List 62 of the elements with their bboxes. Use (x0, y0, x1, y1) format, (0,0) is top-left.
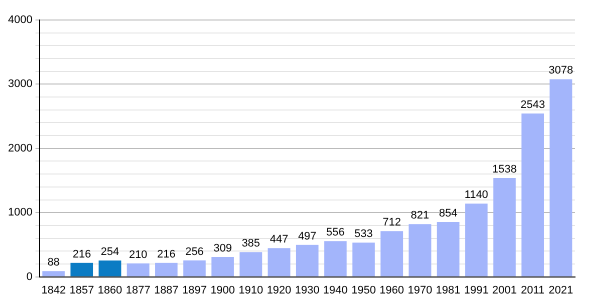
bar (98, 260, 122, 276)
bar (268, 248, 290, 276)
data-label: 497 (298, 230, 316, 242)
data-label: 447 (270, 234, 288, 246)
y-tick-label: 2000 (8, 142, 32, 154)
x-tick-label: 2021 (548, 284, 574, 296)
bar (521, 114, 544, 276)
bar (126, 263, 150, 276)
y-tick-label: 0 (26, 270, 32, 283)
data-label: 254 (100, 246, 120, 258)
data-label: 216 (72, 248, 91, 260)
y-tick-label: 4000 (8, 14, 32, 26)
data-label: 3078 (548, 64, 574, 77)
bar (296, 244, 319, 276)
data-label: 88 (47, 256, 60, 269)
data-label: 1140 (464, 189, 488, 202)
x-tick-label: 1897 (182, 284, 207, 296)
data-label: 556 (326, 226, 345, 239)
x-tick-label: 2011 (520, 284, 545, 296)
bar (380, 231, 404, 276)
bar (211, 256, 234, 276)
data-label: 854 (438, 208, 458, 220)
data-label: 2543 (520, 99, 545, 112)
data-label: 216 (157, 248, 176, 260)
data-label: 821 (410, 210, 430, 222)
bar (70, 262, 94, 276)
data-label: 309 (214, 242, 232, 254)
x-tick-label: 1930 (294, 284, 320, 296)
x-tick-label: 1991 (464, 284, 489, 296)
x-tick-label: 2001 (492, 284, 517, 296)
bar (550, 79, 572, 276)
x-tick-label: 1981 (436, 284, 460, 296)
x-tick-label: 1960 (380, 284, 404, 296)
data-label: 385 (242, 238, 260, 250)
x-tick-label: 1950 (351, 284, 376, 296)
x-tick-label: 1877 (126, 284, 150, 296)
x-tick-label: 1940 (323, 284, 348, 296)
bar (324, 241, 347, 276)
bar (408, 224, 432, 276)
data-label: 533 (354, 228, 373, 240)
y-tick-label: 1000 (8, 206, 32, 219)
x-tick-label: 1857 (70, 284, 94, 296)
bar (155, 262, 178, 276)
y-tick-label: 3000 (8, 78, 32, 90)
bar (42, 271, 65, 276)
bar (436, 222, 460, 276)
data-label: 256 (185, 246, 204, 258)
data-label: 712 (382, 216, 401, 229)
x-tick-label: 1842 (41, 284, 66, 296)
x-tick-label: 1970 (408, 284, 432, 296)
data-label: 210 (128, 248, 148, 261)
x-tick-label: 1900 (210, 284, 235, 296)
x-tick-label: 1910 (238, 284, 264, 296)
bar (465, 204, 488, 276)
x-tick-label: 1887 (154, 284, 179, 296)
bar (493, 178, 516, 276)
bar (183, 260, 206, 276)
data-label: 1538 (492, 164, 517, 176)
x-tick-label: 1860 (98, 284, 122, 296)
bar (240, 252, 262, 276)
x-tick-label: 1920 (266, 284, 292, 296)
bar (352, 242, 375, 276)
